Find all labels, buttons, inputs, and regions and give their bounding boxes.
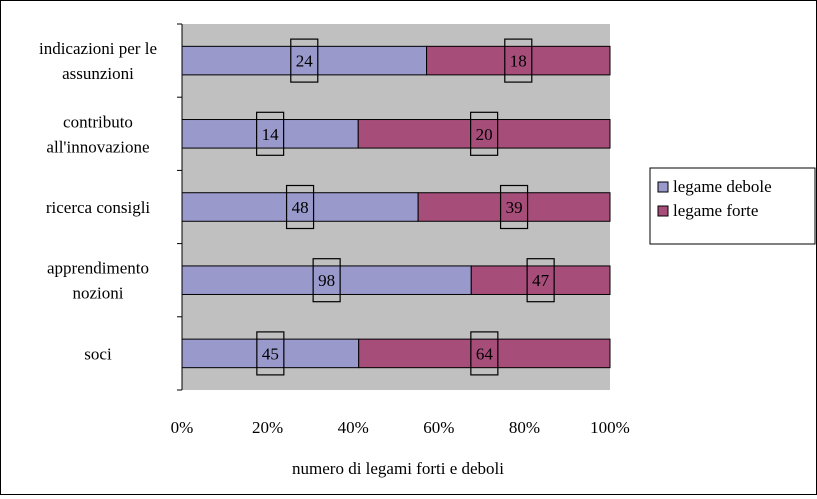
legend-label-legame-debole: legame debole xyxy=(673,177,772,196)
data-label-box xyxy=(290,38,319,83)
bar-legame-forte-indicazioni-per-le-assunzioni xyxy=(426,45,611,76)
legend: legame debole legame forte xyxy=(649,167,816,245)
category-label-indicazioni-per-le-assunzioni: indicazioni per le assunzioni xyxy=(39,39,157,83)
category-label-apprendimento-nozioni: apprendimento nozioni xyxy=(47,259,149,303)
x-tick-label: 40% xyxy=(338,418,369,437)
bar-legame-forte-contributo-all-innovazione xyxy=(357,119,611,149)
data-label-box xyxy=(256,331,285,376)
category-label-ricerca-consigli: ricerca consigli xyxy=(46,198,151,217)
data-label-legame-debole-apprendimento-nozioni: 98 xyxy=(318,271,335,290)
data-label-box xyxy=(499,184,529,230)
data-label-legame-debole-ricerca-consigli: 48 xyxy=(292,198,309,217)
bar-legame-debole-indicazioni-per-le-assunzioni xyxy=(181,45,428,76)
bar-legame-debole-ricerca-consigli xyxy=(181,192,419,222)
data-label-box xyxy=(470,111,499,156)
legend-swatch-legame-forte xyxy=(657,205,669,217)
data-label-box xyxy=(285,184,315,230)
data-label-box xyxy=(470,331,499,376)
bar-legame-forte-soci xyxy=(358,338,611,369)
data-label-legame-forte-contributo-all-innovazione: 20 xyxy=(476,125,493,144)
category-label-soci: soci xyxy=(84,344,112,363)
data-label-legame-debole-indicazioni-per-le-assunzioni: 24 xyxy=(296,52,314,71)
data-label-legame-debole-contributo-all-innovazione: 14 xyxy=(262,125,280,144)
x-tick-label: 60% xyxy=(423,418,454,437)
bar-legame-forte-apprendimento-nozioni xyxy=(470,265,611,295)
data-label-box xyxy=(312,258,341,303)
data-label-legame-forte-ricerca-consigli: 39 xyxy=(506,198,523,217)
x-tick-label: 0% xyxy=(171,418,194,437)
data-label-legame-debole-soci: 45 xyxy=(262,344,279,363)
x-tick-label: 20% xyxy=(252,418,283,437)
x-tick-label: 80% xyxy=(509,418,540,437)
legend-box xyxy=(649,167,816,245)
data-label-legame-forte-apprendimento-nozioni: 47 xyxy=(532,271,550,290)
legend-swatch-legame-debole xyxy=(657,181,669,193)
bar-legame-debole-contributo-all-innovazione xyxy=(181,119,359,149)
legend-label-legame-forte: legame forte xyxy=(673,201,758,220)
data-label-box xyxy=(504,38,533,83)
data-label-legame-forte-soci: 64 xyxy=(476,344,494,363)
category-label-contributo-all-innovazione: contributo all'innovazione xyxy=(46,112,149,156)
data-label-box xyxy=(526,258,555,303)
data-label-legame-forte-indicazioni-per-le-assunzioni: 18 xyxy=(510,52,527,71)
x-axis-title: numero di legami forti e deboli xyxy=(292,459,504,478)
bar-legame-forte-ricerca-consigli xyxy=(417,192,611,222)
data-label-box xyxy=(256,111,285,156)
x-tick-label: 100% xyxy=(590,418,630,437)
